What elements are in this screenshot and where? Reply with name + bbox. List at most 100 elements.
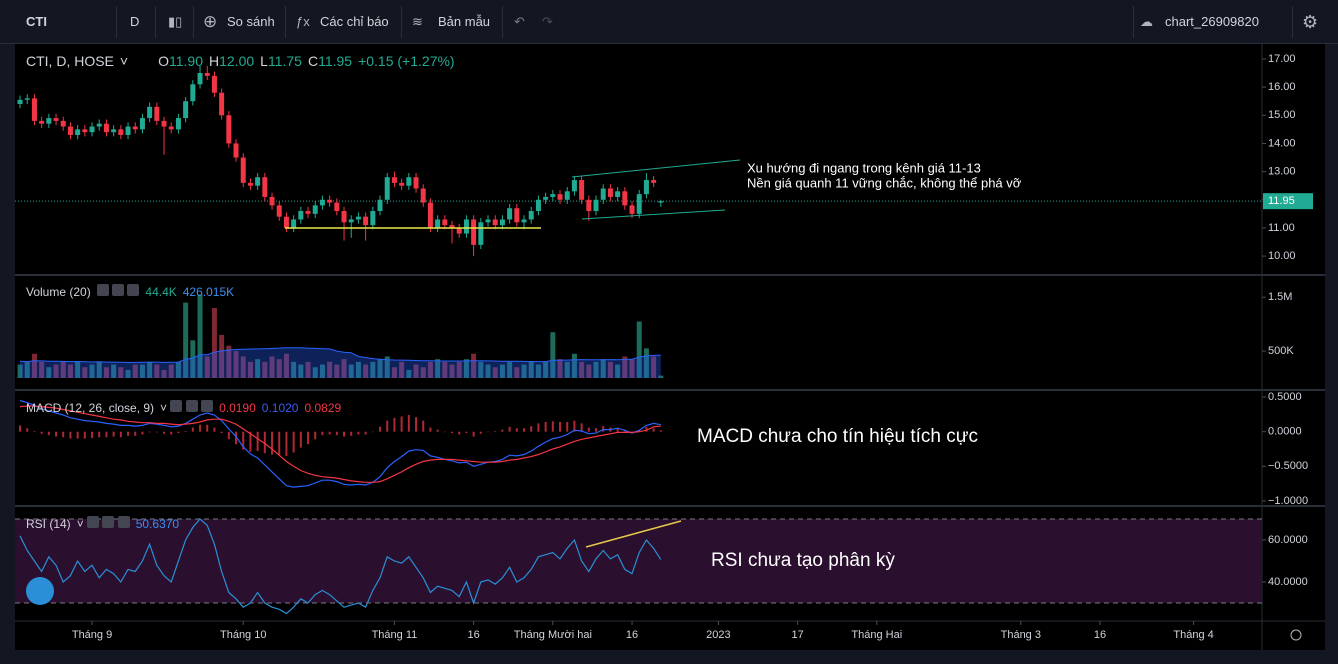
candle-body xyxy=(96,123,102,127)
macd-histogram xyxy=(451,431,454,434)
candle-body xyxy=(255,177,261,186)
volume-ma-area xyxy=(20,347,661,378)
volume-bar xyxy=(190,340,196,378)
macd-histogram xyxy=(98,431,101,438)
volume-bar xyxy=(507,361,513,378)
macd-histogram xyxy=(40,431,43,434)
candle-body xyxy=(391,177,397,183)
macd-histogram xyxy=(105,431,108,438)
macd-histogram xyxy=(220,431,223,434)
study-title[interactable]: MACD (12, 26, close, 9) xyxy=(26,400,155,415)
macd-histogram xyxy=(263,431,266,454)
x-tick-label: Tháng 9 xyxy=(72,629,112,641)
candle-body xyxy=(247,182,253,186)
candle-body xyxy=(485,219,491,223)
macd-histogram xyxy=(328,431,331,435)
y-tick-label: 500K xyxy=(1268,345,1294,357)
cloud-icon[interactable]: ☁ xyxy=(1140,14,1153,29)
chart-type-icon[interactable]: ▮▯ xyxy=(168,14,183,29)
compare-icon[interactable]: ⊕ xyxy=(203,12,218,31)
channel-upper xyxy=(571,159,741,178)
volume-bar xyxy=(233,351,239,378)
value: 11.90 xyxy=(168,53,203,69)
candle-body xyxy=(442,219,448,226)
interval[interactable]: D xyxy=(130,14,140,29)
y-tick-label: −1.0000 xyxy=(1268,495,1308,507)
volume-bar xyxy=(355,361,361,378)
candle-body xyxy=(118,129,124,135)
indicators-icon[interactable]: ƒx xyxy=(296,14,310,29)
candle-body xyxy=(593,199,599,212)
volume-bar xyxy=(384,356,390,378)
volume-bar xyxy=(391,367,397,378)
candle-body xyxy=(219,92,225,116)
value: 12.00 xyxy=(219,53,255,69)
volume-bar xyxy=(463,359,469,378)
candle-body xyxy=(420,188,426,203)
separator xyxy=(193,6,194,38)
study-title[interactable]: RSI (14) xyxy=(26,516,71,531)
volume-bar xyxy=(31,353,37,378)
study-title[interactable]: Volume (20) xyxy=(26,284,91,299)
chart-name[interactable]: chart_26909820 xyxy=(1165,14,1259,29)
candle-body xyxy=(499,219,505,226)
separator xyxy=(285,6,286,38)
volume-bar xyxy=(535,364,541,378)
volume-bar xyxy=(175,361,181,378)
macd-histogram xyxy=(307,431,310,445)
macd-histogram xyxy=(321,431,324,436)
left-strip xyxy=(0,44,15,664)
macd-histogram xyxy=(479,431,482,434)
y-tick-label: 17.00 xyxy=(1268,53,1296,65)
redo[interactable]: ↷ xyxy=(542,14,553,29)
volume-bar xyxy=(139,364,145,378)
volume-bar xyxy=(456,361,462,378)
macd-histogram xyxy=(659,430,662,432)
candle-body xyxy=(427,202,433,228)
icons[interactable] xyxy=(96,284,140,299)
candle-body xyxy=(586,199,592,212)
volume-bar xyxy=(636,321,642,378)
volume-bar xyxy=(269,356,275,378)
volume-bar xyxy=(485,364,491,378)
macd-histogram xyxy=(386,420,389,432)
volume-bar xyxy=(370,361,376,378)
x-tick-label: Tháng 10 xyxy=(220,629,266,641)
volume-bar xyxy=(283,353,289,378)
legend-title[interactable]: CTI, D, HOSE xyxy=(26,53,114,69)
macd-histogram xyxy=(256,431,259,452)
candle-body xyxy=(564,191,570,200)
x-tick-label: 17 xyxy=(791,629,803,641)
volume-bar xyxy=(348,364,354,378)
template-icon[interactable]: ≋ xyxy=(412,14,423,29)
x-tick-label: Tháng Mười hai xyxy=(514,629,592,641)
macd-histogram xyxy=(350,431,353,436)
volume-bar xyxy=(132,364,138,378)
compare-button[interactable]: So sánh xyxy=(227,14,275,29)
volume-bar xyxy=(442,361,448,378)
template-button[interactable]: Bản mẫu xyxy=(438,14,491,29)
candle-body xyxy=(557,194,563,200)
undo[interactable]: ↶ xyxy=(514,14,525,29)
volume-bar xyxy=(75,361,81,378)
macd-histogram xyxy=(415,417,418,432)
settings-icon[interactable] xyxy=(1290,629,1302,641)
icons[interactable]: ˅ xyxy=(160,400,214,415)
icons[interactable]: ˅ xyxy=(77,516,130,531)
settings[interactable]: ⚙ xyxy=(1302,12,1319,32)
macd-histogram xyxy=(472,431,475,437)
indicators-button[interactable]: Các chỉ báo xyxy=(320,14,389,29)
separator xyxy=(502,6,503,38)
macd-histogram xyxy=(112,431,115,437)
volume-bar xyxy=(298,364,304,378)
candle-body xyxy=(399,182,405,186)
symbol[interactable]: CTI xyxy=(26,14,47,29)
y-tick-label: 0.0000 xyxy=(1268,426,1302,438)
channel-lower xyxy=(581,209,726,220)
macd-line xyxy=(19,405,661,483)
candle-body xyxy=(363,216,369,226)
candle-body xyxy=(147,106,153,119)
candle-body xyxy=(183,101,189,119)
chevron[interactable]: ˅ xyxy=(119,53,129,69)
volume-bar xyxy=(521,364,527,378)
